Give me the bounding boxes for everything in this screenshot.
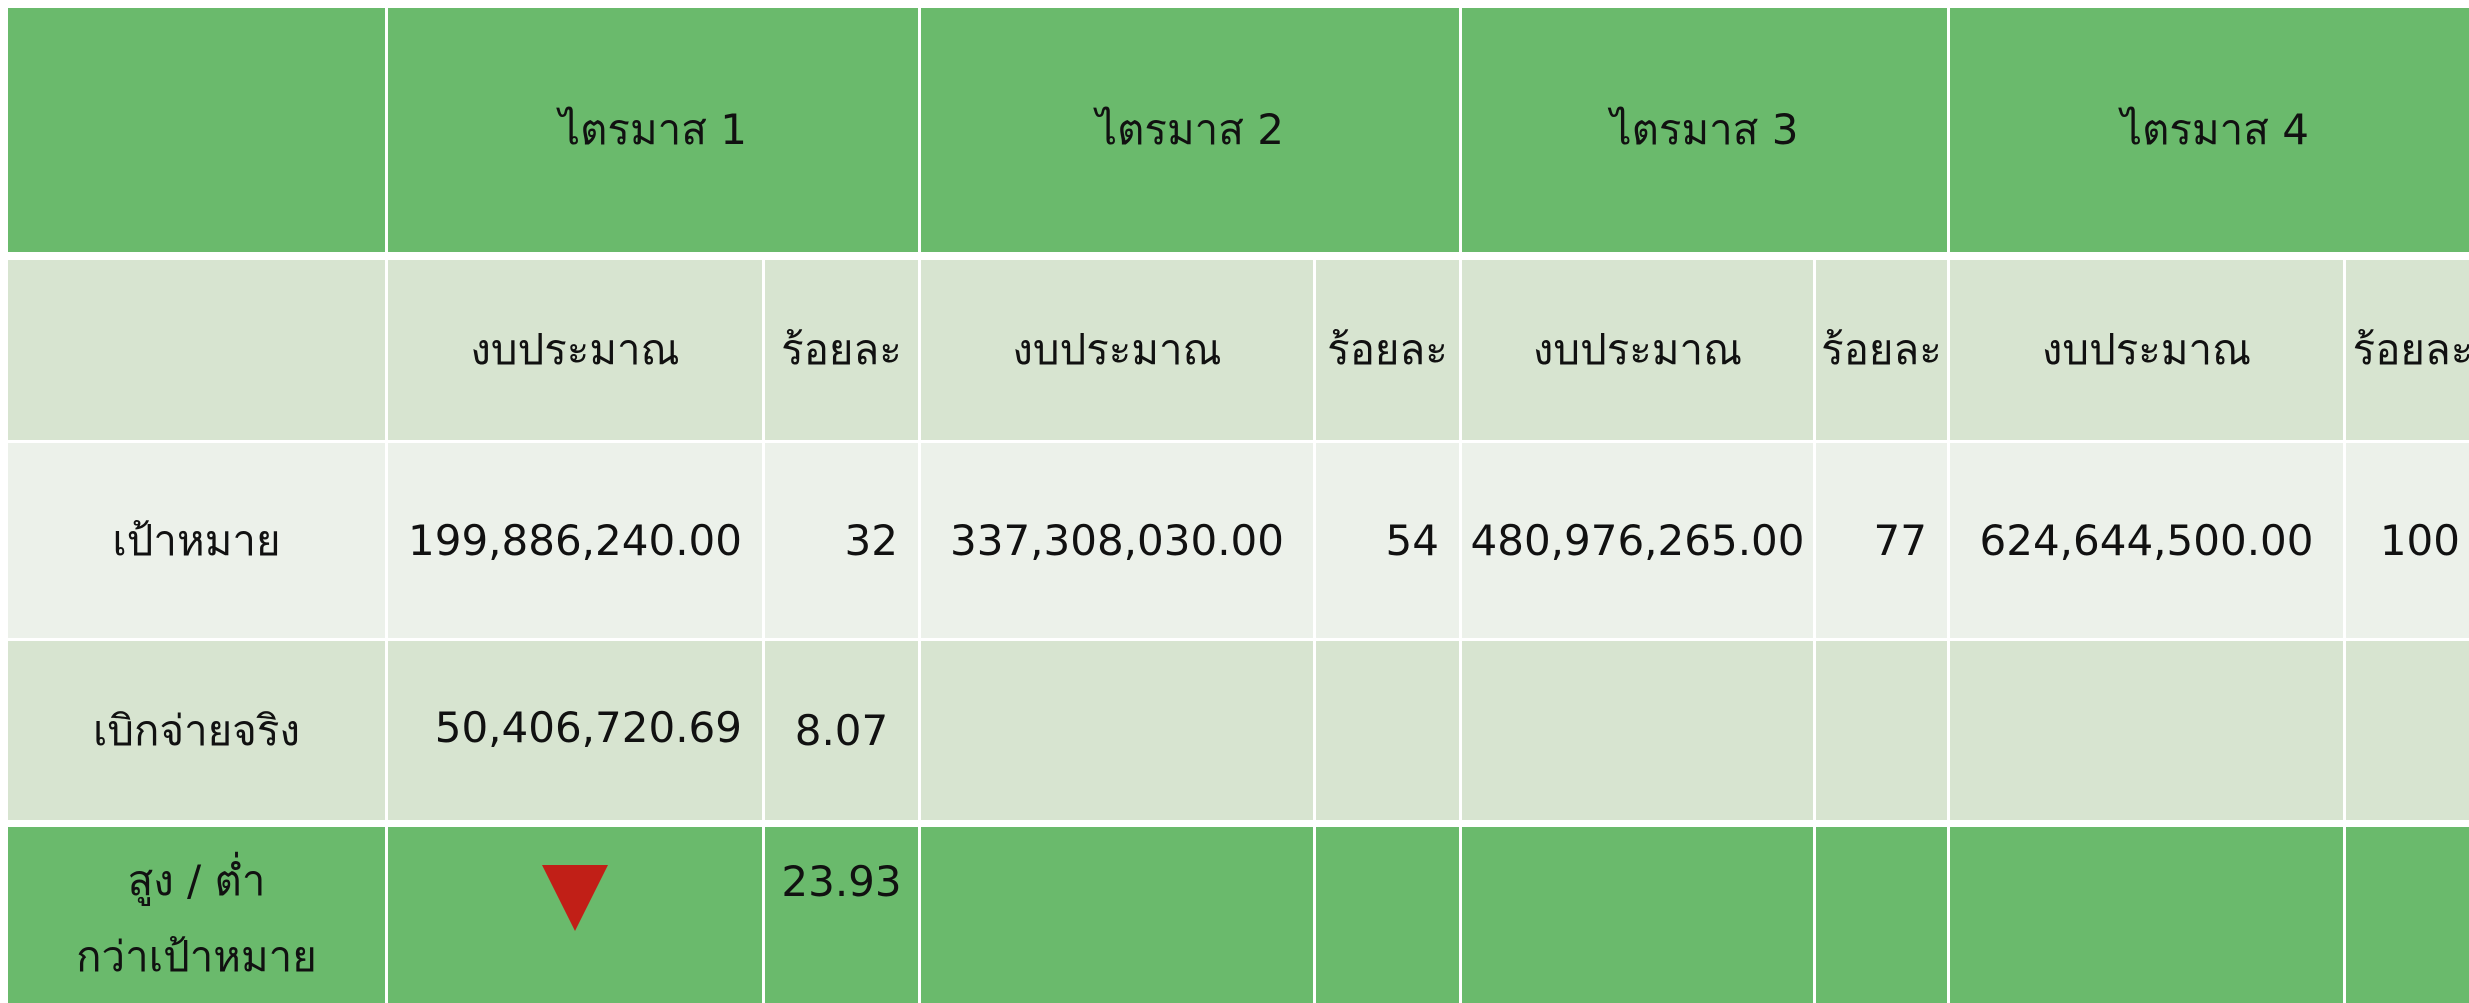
value-cell: 77	[1816, 443, 1947, 638]
value-cell: 54	[1316, 443, 1459, 638]
quarter-header: ไตรมาส 4	[1950, 8, 2469, 252]
header-corner	[8, 8, 385, 252]
empty-cell	[921, 827, 1313, 1003]
empty-cell	[1316, 827, 1459, 1003]
down-arrow	[542, 865, 608, 931]
quarter-header: ไตรมาส 1	[388, 8, 918, 252]
label-line: กว่าเป้าหมาย	[76, 931, 317, 981]
value-cell	[2346, 641, 2469, 820]
subheader-cell: งบประมาณ	[388, 260, 762, 440]
value-cell	[1950, 641, 2343, 820]
value-cell	[1462, 641, 1813, 820]
row-label: สูง / ต่ำกว่าเป้าหมาย	[8, 827, 385, 1003]
subheader-cell: งบประมาณ	[1950, 260, 2343, 440]
value-cell: 32	[765, 443, 918, 638]
value-cell	[1816, 641, 1947, 820]
down-triangle	[542, 865, 608, 931]
subheader-cell: ร้อยละ	[1816, 260, 1947, 440]
subheader-cell: งบประมาณ	[921, 260, 1313, 440]
quarter-header: ไตรมาส 3	[1462, 8, 1947, 252]
value-cell: 50,406,720.69	[388, 641, 762, 820]
value-cell: 480,976,265.00	[1462, 443, 1813, 638]
indicator-cell	[388, 827, 762, 1003]
quarter-header: ไตรมาส 2	[921, 8, 1459, 252]
value-cell: 199,886,240.00	[388, 443, 762, 638]
value-cell: 624,644,500.00	[1950, 443, 2343, 638]
value-cell: 23.93	[765, 827, 918, 1003]
empty-cell	[1950, 827, 2343, 1003]
subheader-cell: ร้อยละ	[1316, 260, 1459, 440]
subheader-cell: งบประมาณ	[1462, 260, 1813, 440]
row-label: เบิกจ่ายจริง	[8, 641, 385, 820]
value-cell	[921, 641, 1313, 820]
subheader-cell: ร้อยละ	[2346, 260, 2469, 440]
subheader-cell: ร้อยละ	[765, 260, 918, 440]
value-cell: 8.07	[765, 641, 918, 820]
empty-cell	[1816, 827, 1947, 1003]
value-cell: 100	[2346, 443, 2469, 638]
empty-cell	[2346, 827, 2469, 1003]
value-cell: 337,308,030.00	[921, 443, 1313, 638]
label-line: สูง / ต่ำ	[127, 855, 266, 905]
value-cell	[1316, 641, 1459, 820]
row-label: เป้าหมาย	[8, 443, 385, 638]
subheader-corner	[8, 260, 385, 440]
empty-cell	[1462, 827, 1813, 1003]
